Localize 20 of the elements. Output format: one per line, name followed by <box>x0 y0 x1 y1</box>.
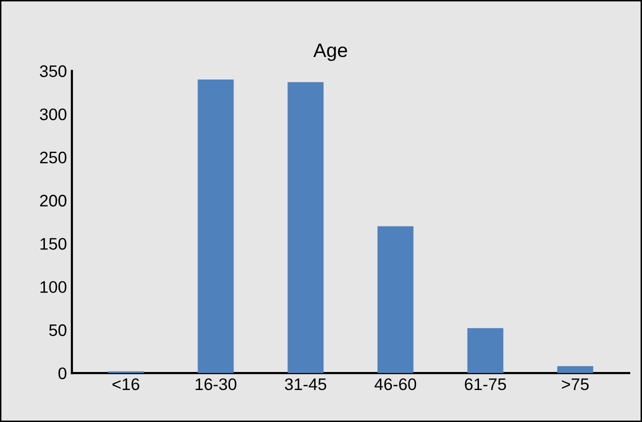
x-tick-label: 46-60 <box>374 378 416 390</box>
y-tick-label: 150 <box>40 238 66 250</box>
bar <box>198 80 234 374</box>
y-tick-label: 200 <box>40 194 66 207</box>
chart-title: Age <box>313 44 348 62</box>
x-tick-label: 61-75 <box>464 378 506 390</box>
x-tick-label: >75 <box>562 378 589 390</box>
x-tick-label: <16 <box>112 378 140 390</box>
x-tick-label: 31-45 <box>284 378 326 390</box>
y-tick-label: 0 <box>58 367 66 380</box>
y-tick-label: 300 <box>40 108 66 120</box>
bar <box>288 82 324 374</box>
y-tick-label: 50 <box>49 324 66 336</box>
y-tick-label: 100 <box>40 281 66 293</box>
bar <box>557 366 594 374</box>
y-tick-label: 250 <box>40 152 66 164</box>
y-tick-label: 350 <box>40 65 66 78</box>
x-tick-label: 16-30 <box>196 378 236 390</box>
bar <box>377 226 414 374</box>
bar <box>467 328 504 374</box>
